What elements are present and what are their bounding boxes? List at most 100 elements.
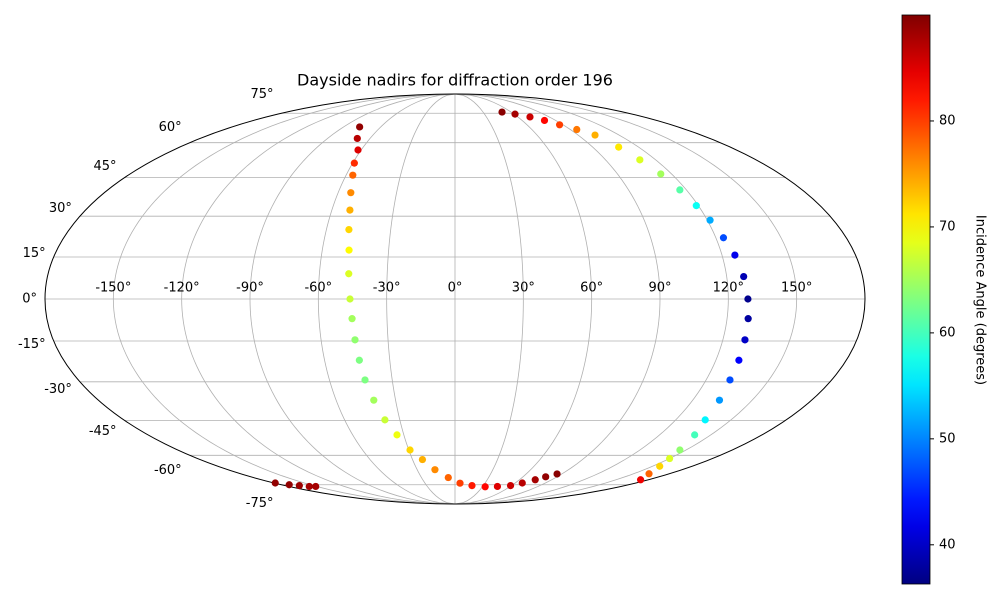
point	[591, 131, 599, 139]
point	[615, 143, 623, 151]
point	[645, 470, 653, 478]
grid-line	[386, 93, 456, 505]
x-tick-label: -120°	[164, 281, 200, 296]
y-tick-label: -15°	[18, 337, 46, 352]
x-tick-label: 150°	[781, 281, 812, 296]
point	[370, 396, 378, 404]
colorbar	[901, 14, 931, 585]
point	[744, 295, 752, 303]
point	[356, 123, 364, 131]
point	[555, 121, 564, 129]
point	[305, 482, 313, 491]
colorbar-label: Incidence Angle (degrees)	[973, 215, 988, 385]
grid	[44, 93, 866, 505]
y-tick-label: 75°	[250, 87, 273, 102]
point	[531, 476, 539, 484]
grid-line	[454, 93, 593, 505]
point	[726, 376, 734, 384]
point	[456, 479, 464, 487]
point	[468, 481, 476, 490]
point	[312, 482, 320, 491]
x-tick-label: -150°	[95, 281, 131, 296]
point	[676, 446, 684, 454]
point	[346, 206, 354, 214]
point	[350, 159, 358, 167]
y-tick-label: 30°	[49, 201, 72, 216]
point	[285, 481, 293, 489]
x-tick-label: 90°	[648, 281, 671, 296]
x-tick-label: -60°	[304, 281, 332, 296]
point	[271, 479, 279, 487]
point	[348, 315, 356, 323]
grid-line	[454, 93, 661, 505]
chart-title: Dayside nadirs for diffraction order 196	[297, 71, 613, 90]
point	[656, 462, 664, 470]
point	[542, 473, 550, 481]
point	[493, 482, 502, 491]
grid-line	[454, 93, 524, 505]
y-tick-label: -30°	[44, 382, 72, 397]
colorbar-tick-label: 40	[939, 537, 956, 552]
point	[701, 416, 709, 424]
y-tick-label: 15°	[23, 246, 46, 261]
grid-line	[249, 93, 456, 505]
point	[691, 431, 699, 439]
point	[665, 454, 674, 463]
point	[345, 246, 353, 254]
x-tick-label: -30°	[373, 281, 401, 296]
point	[706, 216, 714, 224]
point	[393, 431, 401, 439]
point	[355, 356, 363, 364]
point	[657, 170, 665, 178]
point	[361, 376, 369, 384]
points	[271, 108, 752, 491]
point	[735, 356, 743, 364]
map-boundary	[44, 93, 866, 505]
colorbar-tick-label: 70	[939, 219, 956, 234]
point	[347, 189, 355, 197]
x-tick-label: 60°	[580, 281, 603, 296]
point	[345, 270, 353, 278]
point	[741, 336, 749, 344]
point	[511, 110, 519, 118]
point	[506, 481, 515, 490]
grid-line	[181, 93, 456, 505]
point	[526, 113, 534, 121]
point	[731, 251, 739, 259]
point	[498, 108, 506, 116]
point	[676, 186, 684, 194]
colorbar-tick-label: 50	[939, 431, 956, 446]
point	[349, 171, 357, 179]
grid-line	[454, 93, 729, 505]
point	[636, 156, 644, 164]
point	[431, 466, 439, 474]
grid-line	[454, 93, 798, 505]
y-tick-label: -45°	[89, 424, 117, 439]
point	[406, 446, 414, 454]
colorbar-tick-label: 60	[939, 325, 956, 340]
y-tick-label: 60°	[159, 120, 182, 135]
point	[540, 116, 549, 125]
x-tick-label: 120°	[713, 281, 744, 296]
point	[354, 146, 362, 154]
x-tick-label: 30°	[512, 281, 535, 296]
point	[744, 315, 752, 323]
point	[553, 470, 561, 478]
point	[381, 416, 389, 424]
grid-line	[317, 93, 456, 505]
point	[573, 125, 581, 134]
y-tick-label: 45°	[94, 159, 117, 174]
y-tick-label: 0°	[22, 292, 37, 307]
y-tick-label: -60°	[154, 463, 182, 478]
point	[345, 226, 353, 234]
point	[715, 396, 724, 404]
point	[719, 234, 728, 242]
x-tick-label: -90°	[236, 281, 264, 296]
point	[518, 479, 526, 487]
point	[351, 336, 359, 344]
point	[353, 134, 361, 143]
colorbar-tick-label: 80	[939, 113, 956, 128]
point	[444, 473, 452, 482]
x-tick-label: 0°	[448, 281, 463, 296]
